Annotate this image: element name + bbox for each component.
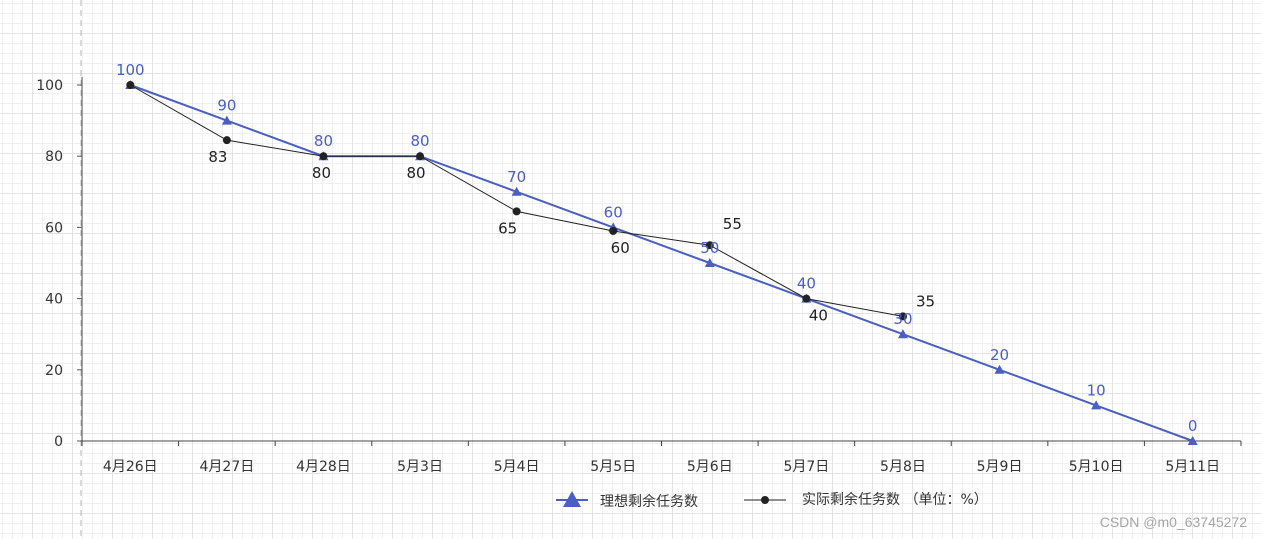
x-tick-label: 5月10日: [1069, 459, 1124, 475]
x-tick-label: 4月27日: [200, 459, 255, 475]
x-tick-label: 5月11日: [1165, 459, 1220, 475]
actual-point-marker: [512, 207, 521, 216]
ideal-point-marker: [1091, 400, 1102, 410]
x-tick-label: 5月6日: [687, 459, 733, 475]
actual-data-label: 65: [498, 219, 517, 237]
legend-actual-label: 实际剩余任务数 （单位：%）: [802, 491, 988, 508]
y-tick-label: 80: [45, 149, 63, 165]
actual-point-marker: [222, 136, 231, 145]
ideal-data-label: 60: [604, 203, 623, 221]
ideal-data-label: 70: [507, 168, 526, 186]
actual-data-label: 80: [312, 164, 331, 182]
y-tick-label: 60: [45, 220, 63, 236]
y-tick-label: 40: [45, 292, 63, 308]
ideal-point-marker: [704, 258, 715, 267]
actual-data-label: 80: [406, 164, 425, 182]
actual-point-marker: [319, 152, 328, 161]
ideal-point-marker: [511, 186, 522, 196]
ideal-data-label: 10: [1087, 381, 1106, 399]
x-tick-label: 5月9日: [977, 459, 1023, 475]
ideal-data-label: 90: [217, 97, 236, 115]
ideal-data-label: 80: [314, 132, 333, 150]
y-tick-label: 100: [36, 78, 63, 94]
y-tick-label: 0: [54, 434, 63, 450]
x-tick-label: 5月4日: [494, 459, 540, 475]
actual-point-marker: [898, 312, 907, 321]
ideal-data-label: 100: [116, 61, 145, 79]
y-tick-label: 20: [45, 363, 63, 379]
actual-point-marker: [705, 241, 714, 250]
x-tick-label: 4月28日: [296, 459, 351, 475]
actual-series-line: [130, 84, 904, 317]
actual-point-marker: [802, 294, 811, 303]
x-tick-label: 5月7日: [783, 459, 829, 475]
ideal-data-label: 40: [797, 275, 816, 293]
legend-ideal-marker: [563, 491, 581, 507]
x-tick-label: 4月26日: [103, 459, 158, 475]
ideal-point-marker: [1187, 436, 1198, 445]
legend-actual-marker: [761, 496, 769, 504]
actual-data-label: 55: [723, 215, 742, 233]
ideal-series-line: [129, 84, 1194, 442]
ideal-data-label: 20: [990, 346, 1009, 364]
ideal-point-marker: [897, 329, 908, 339]
ideal-point-marker: [994, 364, 1005, 374]
ideal-data-label: 0: [1188, 417, 1198, 435]
x-tick-label: 5月5日: [590, 459, 636, 475]
actual-point-marker: [416, 152, 425, 161]
x-tick-label: 5月8日: [880, 459, 926, 475]
x-tick-label: 5月3日: [397, 459, 443, 475]
actual-point-marker: [126, 81, 135, 89]
ideal-point-marker: [221, 115, 232, 125]
ideal-data-label: 80: [410, 132, 429, 150]
actual-point-marker: [609, 226, 618, 235]
ideal-data-label: 50: [700, 239, 719, 257]
actual-data-label: 40: [809, 307, 828, 325]
actual-data-label: 35: [916, 292, 935, 310]
ideal-data-label: 30: [893, 310, 912, 328]
csdn-watermark: CSDN @m0_63745272: [1099, 514, 1247, 530]
actual-data-label: 83: [208, 148, 227, 166]
legend-ideal-label: 理想剩余任务数: [600, 493, 698, 510]
actual-data-label: 60: [611, 239, 630, 257]
